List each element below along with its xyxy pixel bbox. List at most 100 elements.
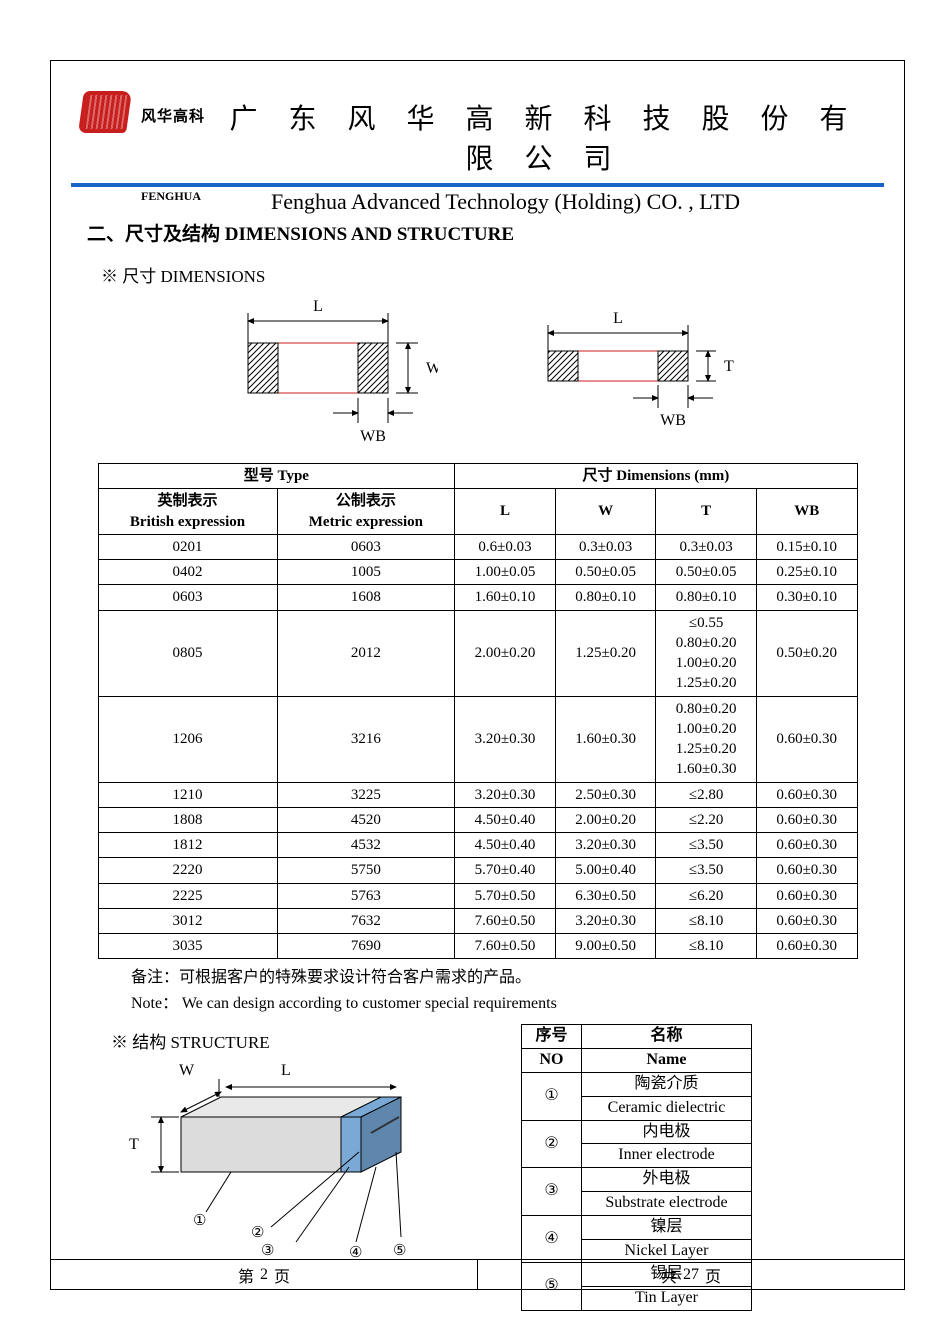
dim-table-body: 020106030.6±0.030.3±0.030.3±0.030.15±0.1…: [98, 534, 857, 959]
table-row: 301276327.60±0.503.20±0.30≤8.100.60±0.30: [98, 908, 857, 933]
table-cell: 4532: [277, 833, 455, 858]
table-cell: 0805: [98, 610, 277, 696]
table-cell: 0.3±0.03: [555, 534, 656, 559]
diagram-top-view: L W WB: [218, 293, 438, 453]
st-head-no-en: NO: [522, 1049, 582, 1073]
table-cell: 0603: [98, 585, 277, 610]
th-L: L: [455, 489, 556, 535]
table-cell: 1.60±0.30: [555, 696, 656, 782]
dim-table-head: 型号 Type 尺寸 Dimensions (mm) 英制表示 British …: [98, 464, 857, 535]
table-row: 303576907.60±0.509.00±0.50≤8.100.60±0.30: [98, 934, 857, 959]
table-row: ②内电极: [522, 1120, 752, 1144]
table-cell: 0.80±0.20 1.00±0.20 1.25±0.20 1.60±0.30: [656, 696, 757, 782]
structure-subtitle: ※ 结构 STRUCTURE: [111, 1028, 521, 1053]
label-W: W: [426, 360, 438, 377]
table-cell: ≤6.20: [656, 883, 757, 908]
table-cell: ≤2.80: [656, 782, 757, 807]
table-cell: 0.25±0.10: [756, 560, 857, 585]
th-british: 英制表示 British expression: [98, 489, 277, 535]
table-cell: 5750: [277, 858, 455, 883]
structure-diagram: W L T ① ② ③ ④ ⑤: [111, 1057, 471, 1267]
table-cell: 0.15±0.10: [756, 534, 857, 559]
th-metric: 公制表示 Metric expression: [277, 489, 455, 535]
table-cell: 5.70±0.40: [455, 858, 556, 883]
table-row: 060316081.60±0.100.80±0.100.80±0.100.30±…: [98, 585, 857, 610]
table-cell: 3225: [277, 782, 455, 807]
note-cn: 备注：可根据客户的特殊要求设计符合客户需求的产品。: [131, 965, 904, 991]
page-frame: 风华高科 广 东 风 华 高 新 科 技 股 份 有 限 公 司 FENGHUA…: [50, 60, 905, 1290]
table-cell: 1210: [98, 782, 277, 807]
table-cell: 0.80±0.10: [555, 585, 656, 610]
table-cell: 1.25±0.20: [555, 610, 656, 696]
table-cell: 4.50±0.40: [455, 807, 556, 832]
th-british-cn: 英制表示: [158, 493, 218, 509]
table-cell: 0.60±0.30: [756, 883, 857, 908]
table-cell: ≤0.55 0.80±0.20 1.00±0.20 1.25±0.20: [656, 610, 757, 696]
table-cell: 0.60±0.30: [756, 807, 857, 832]
table-cell: 1005: [277, 560, 455, 585]
note-en: Note： We can design according to custome…: [131, 991, 904, 1017]
header-rule: [71, 183, 884, 187]
footer-left: 第 2 页: [51, 1260, 477, 1289]
struct-no: ①: [522, 1073, 582, 1121]
th-dims: 尺寸 Dimensions (mm): [455, 464, 857, 489]
footer-total: 27: [683, 1266, 699, 1284]
table-cell: 0.60±0.30: [756, 934, 857, 959]
table-cell: 7632: [277, 908, 455, 933]
th-metric-cn: 公制表示: [336, 493, 396, 509]
section-title: 二、尺寸及结构 DIMENSIONS AND STRUCTURE: [87, 219, 884, 246]
table-cell: 1.60±0.10: [455, 585, 556, 610]
table-cell: 0402: [98, 560, 277, 585]
table-cell: 3012: [98, 908, 277, 933]
table-cell: 0.60±0.30: [756, 908, 857, 933]
header: 风华高科 广 东 风 华 高 新 科 技 股 份 有 限 公 司 FENGHUA…: [51, 61, 904, 246]
struct-no: ②: [522, 1120, 582, 1168]
table-cell: 1812: [98, 833, 277, 858]
struct-name-en: Inner electrode: [582, 1144, 752, 1168]
table-cell: 0.80±0.10: [656, 585, 757, 610]
table-cell: ≤8.10: [656, 934, 757, 959]
table-cell: 0.50±0.05: [555, 560, 656, 585]
callout-1: ①: [193, 1213, 206, 1229]
table-cell: ≤3.50: [656, 858, 757, 883]
table-row: ③外电极: [522, 1168, 752, 1192]
label-WB2: WB: [660, 412, 686, 429]
structure-left: ※ 结构 STRUCTURE: [51, 1024, 521, 1267]
table-cell: 3216: [277, 696, 455, 782]
table-cell: 3.20±0.30: [555, 833, 656, 858]
label-WB: WB: [360, 428, 386, 445]
label-T: T: [724, 358, 734, 375]
table-cell: 6.30±0.50: [555, 883, 656, 908]
table-cell: 0.60±0.30: [756, 833, 857, 858]
subheader: FENGHUA Fenghua Advanced Technology (Hol…: [71, 189, 884, 215]
dimensions-table: 型号 Type 尺寸 Dimensions (mm) 英制表示 British …: [98, 463, 858, 959]
table-row: 121032253.20±0.302.50±0.30≤2.800.60±0.30: [98, 782, 857, 807]
table-cell: 2012: [277, 610, 455, 696]
table-cell: ≤3.50: [656, 833, 757, 858]
table-cell: ≤8.10: [656, 908, 757, 933]
struct-name-cn: 陶瓷介质: [582, 1073, 752, 1097]
th-W: W: [555, 489, 656, 535]
table-cell: 1206: [98, 696, 277, 782]
table-cell: 1.00±0.05: [455, 560, 556, 585]
struct-no: ③: [522, 1168, 582, 1216]
struct-name-cn: 外电极: [582, 1168, 752, 1192]
dimensions-subtitle: ※ 尺寸 DIMENSIONS: [101, 262, 904, 287]
table-cell: 2220: [98, 858, 277, 883]
table-cell: 3035: [98, 934, 277, 959]
table-cell: ≤2.20: [656, 807, 757, 832]
table-cell: 0201: [98, 534, 277, 559]
table-cell: 3.20±0.30: [455, 696, 556, 782]
footer-page: 2: [260, 1266, 268, 1284]
table-cell: 7.60±0.50: [455, 934, 556, 959]
struct-name-en: Ceramic dielectric: [582, 1096, 752, 1120]
struct-name-en: Tin Layer: [582, 1287, 752, 1311]
callout-5: ⑤: [393, 1243, 406, 1259]
st-head-name-cn: 名称: [582, 1025, 752, 1049]
table-cell: 2.50±0.30: [555, 782, 656, 807]
callout-2: ②: [251, 1225, 264, 1241]
footer-left-prefix: 第: [238, 1263, 254, 1287]
company-name-cn: 广 东 风 华 高 新 科 技 股 份 有 限 公 司: [205, 97, 884, 177]
struct-label-W: W: [179, 1062, 195, 1079]
table-row: 181245324.50±0.403.20±0.30≤3.500.60±0.30: [98, 833, 857, 858]
